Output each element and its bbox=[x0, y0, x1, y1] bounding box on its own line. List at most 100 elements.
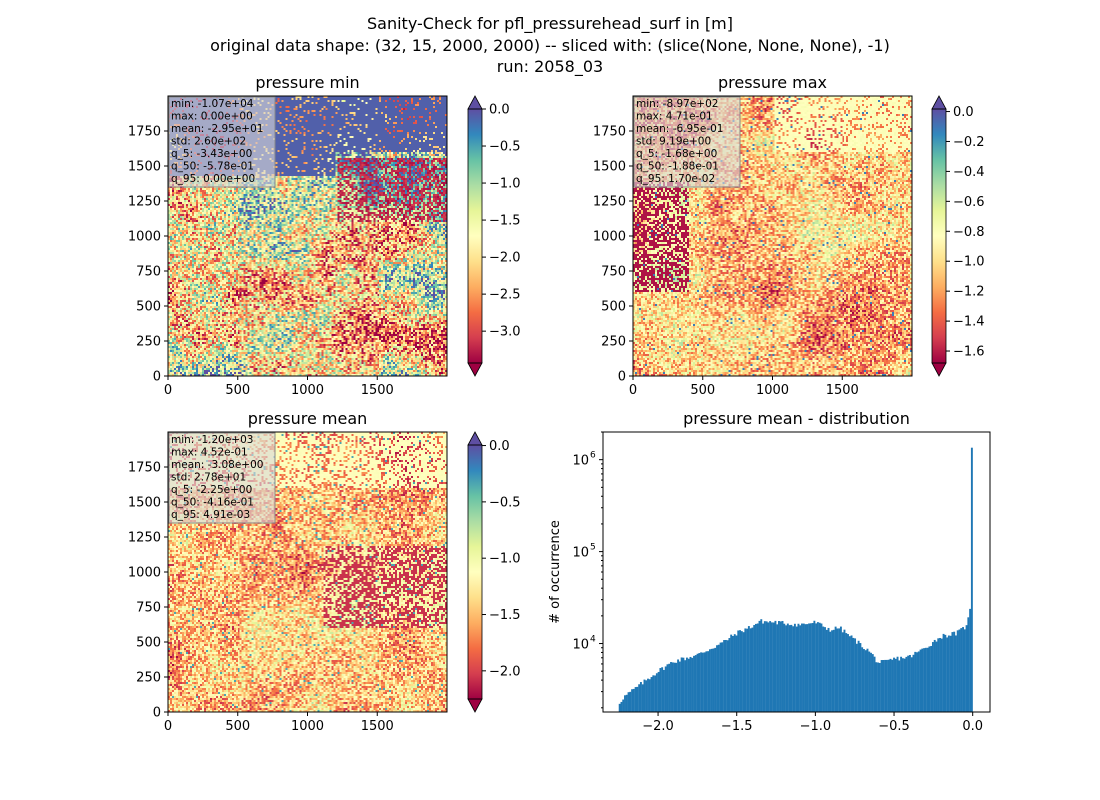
histogram-bar bbox=[657, 671, 660, 712]
histogram-bar bbox=[836, 628, 839, 712]
histogram-bar bbox=[843, 629, 846, 712]
colorbar-tick-label: −2.0 bbox=[489, 251, 521, 266]
figure-title-line-3: run: 2058_03 bbox=[497, 57, 603, 77]
histogram-bar bbox=[859, 643, 862, 712]
histogram-bar bbox=[822, 626, 825, 712]
histogram-bar bbox=[726, 640, 729, 712]
histogram-bar bbox=[946, 637, 949, 712]
histogram-bar bbox=[700, 652, 703, 712]
histogram-bar bbox=[627, 692, 630, 712]
histogram-bar bbox=[808, 623, 811, 712]
colorbar-tick-label: −3.0 bbox=[489, 325, 521, 340]
histogram-bar bbox=[765, 621, 768, 712]
x-tick-label: 0.0 bbox=[962, 719, 983, 734]
histogram-bar bbox=[786, 623, 789, 712]
histogram-bar bbox=[758, 620, 761, 712]
histogram-bar bbox=[832, 629, 835, 712]
y-tick-exponent: 6 bbox=[590, 451, 596, 461]
histogram-bar bbox=[827, 627, 830, 712]
histogram-bar bbox=[804, 624, 807, 712]
histogram-bar bbox=[739, 630, 741, 712]
histogram-bar bbox=[912, 654, 915, 712]
histogram-bar bbox=[689, 656, 692, 712]
histogram-bar bbox=[776, 624, 779, 712]
histogram-bar bbox=[811, 623, 814, 712]
histogram-bar bbox=[921, 648, 924, 712]
stats-line: q_95: 0.00e+00 bbox=[171, 173, 255, 185]
x-tick-label: −2.0 bbox=[642, 719, 674, 734]
histogram-bar bbox=[714, 647, 717, 712]
x-tick-label: −1.0 bbox=[800, 719, 832, 734]
histogram-bar bbox=[625, 694, 628, 712]
stats-line: q_50: -4.16e-01 bbox=[171, 497, 254, 509]
histogram-pressure-mean-distribution: pressure mean - distribution # of occurr… bbox=[548, 409, 991, 734]
histogram-bar bbox=[877, 662, 880, 712]
histogram-bar bbox=[645, 680, 648, 712]
stats-line: std: 2.78e+01 bbox=[171, 472, 246, 484]
histogram-bar bbox=[661, 667, 664, 712]
panel-title: pressure mean bbox=[248, 409, 368, 428]
histogram-bar bbox=[891, 659, 894, 712]
x-tick-label: 0 bbox=[629, 383, 637, 398]
histogram-bar bbox=[841, 632, 844, 712]
histogram-bar bbox=[632, 688, 635, 712]
histogram-bar bbox=[882, 660, 885, 712]
colorbar-tick-label: −1.6 bbox=[953, 345, 985, 360]
histogram-bar bbox=[747, 626, 750, 712]
colorbar-gradient bbox=[932, 109, 946, 363]
histogram-bar bbox=[838, 628, 841, 712]
colorbar-tick-label: −1.5 bbox=[489, 608, 521, 623]
histogram-bar bbox=[871, 654, 874, 712]
histogram-bar bbox=[864, 650, 867, 712]
stats-line: q_5: -2.25e+00 bbox=[171, 484, 252, 496]
histogram-bar bbox=[783, 623, 786, 712]
stats-line: std: 2.60e+02 bbox=[171, 136, 246, 148]
histogram-bar bbox=[969, 608, 972, 712]
colorbar-gradient bbox=[468, 445, 482, 699]
histogram-bar bbox=[852, 637, 855, 712]
stats-box bbox=[168, 432, 276, 524]
histogram-bar bbox=[816, 622, 819, 712]
stats-line: min: -1.07e+04 bbox=[171, 98, 254, 110]
histogram-bar bbox=[685, 657, 688, 712]
histogram-bar bbox=[717, 644, 720, 712]
x-tick-label: −1.5 bbox=[721, 719, 753, 734]
histogram-bar bbox=[772, 622, 775, 712]
histogram-bar bbox=[659, 668, 662, 712]
histogram-bar bbox=[795, 626, 798, 712]
y-tick-label: 0 bbox=[618, 370, 626, 385]
histogram-bar bbox=[687, 658, 690, 712]
colorbar-extend-max bbox=[467, 95, 483, 110]
stats-line: max: 4.52e-01 bbox=[171, 447, 248, 459]
heatmap-pressure-min: pressure min 0 500 1000 1500 0 250 500 750 1000 1… bbox=[128, 73, 521, 398]
histogram-bar bbox=[815, 623, 818, 712]
y-tick-label: 1500 bbox=[128, 160, 161, 175]
colorbar-tick-label: −1.0 bbox=[489, 177, 521, 192]
y-tick-label: 500 bbox=[136, 300, 161, 315]
histogram-bar bbox=[643, 679, 646, 712]
stats-line: min: -1.20e+03 bbox=[171, 434, 253, 446]
histogram-bar bbox=[873, 656, 876, 712]
histogram-bar bbox=[682, 657, 685, 712]
histogram-bar bbox=[749, 628, 752, 712]
histogram-bar bbox=[655, 673, 658, 712]
x-tick-label: 500 bbox=[225, 719, 250, 734]
stats-line: mean: -3.08e+00 bbox=[171, 459, 263, 471]
histogram-bar bbox=[721, 642, 724, 712]
colorbar-tick-label: −2.0 bbox=[489, 664, 521, 679]
x-tick-label: 0 bbox=[164, 719, 172, 734]
colorbar-frame bbox=[931, 108, 947, 364]
histogram-bar bbox=[735, 635, 738, 712]
y-tick-label: 1500 bbox=[593, 160, 626, 175]
histogram-bar bbox=[947, 635, 950, 712]
histogram-bar bbox=[624, 695, 626, 712]
histogram-bar bbox=[861, 647, 864, 712]
panel-title: pressure min bbox=[255, 73, 359, 92]
histogram-bar bbox=[742, 632, 745, 712]
x-tick-label: 1000 bbox=[756, 383, 789, 398]
histogram-bar bbox=[824, 627, 826, 712]
histogram-bar bbox=[870, 652, 872, 712]
histogram-bar bbox=[809, 623, 812, 712]
histogram-bar bbox=[664, 666, 667, 712]
stats-line: q_95: 1.70e-02 bbox=[636, 173, 715, 185]
